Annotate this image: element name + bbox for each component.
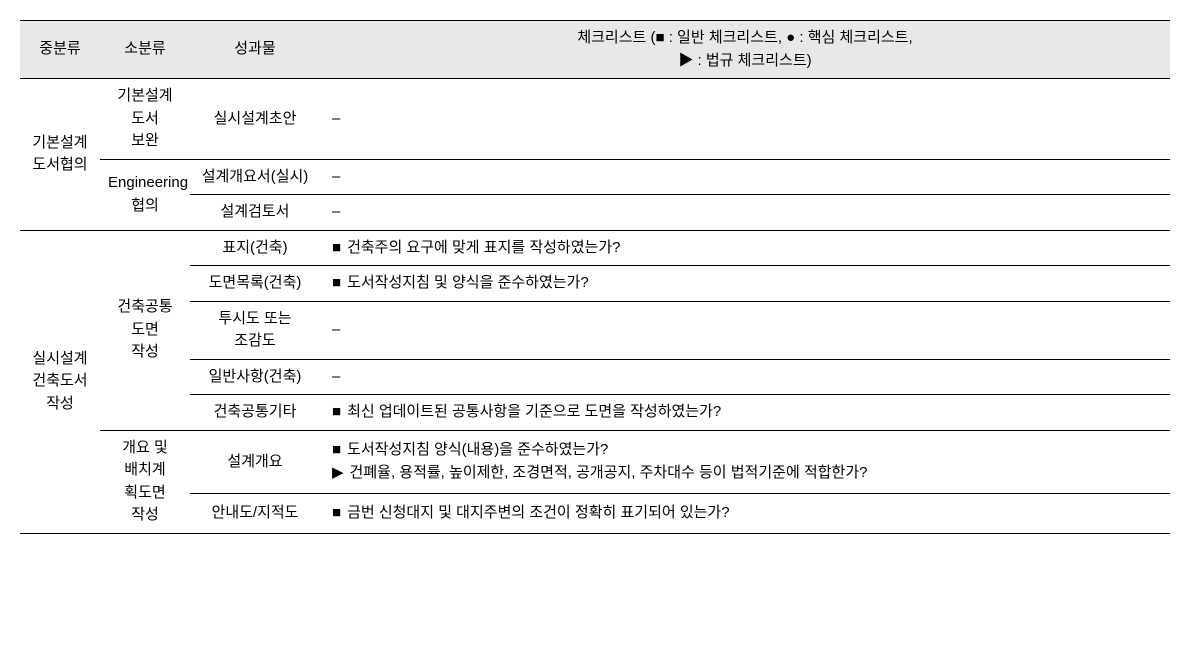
output-cell: 설계개요 bbox=[190, 430, 320, 494]
check-item: ▶ 건폐율, 용적률, 높이제한, 조경면적, 공개공지, 주차대수 등이 법적… bbox=[332, 462, 1162, 485]
table-row: 안내도/지적도 ■ 금번 신청대지 및 대지주변의 조건이 정확히 표기되어 있… bbox=[20, 494, 1170, 533]
check-text: 최신 업데이트된 공통사항을 기준으로 도면을 작성하였는가? bbox=[347, 401, 1162, 424]
check-text: 금번 신청대지 및 대지주변의 조건이 정확히 표기되어 있는가? bbox=[347, 502, 1162, 525]
check-cell: ■ 최신 업데이트된 공통사항을 기준으로 도면을 작성하였는가? bbox=[320, 395, 1170, 431]
output-cell: 설계검토서 bbox=[190, 195, 320, 231]
checklist-table: 중분류 소분류 성과물 체크리스트 (■ : 일반 체크리스트, ● : 핵심 … bbox=[20, 20, 1170, 534]
sub-cell: 개요 및 배치계 획도면 작성 bbox=[100, 430, 190, 533]
square-marker-icon: ■ bbox=[332, 401, 341, 424]
check-text: 건폐율, 용적률, 높이제한, 조경면적, 공개공지, 주차대수 등이 법적기준… bbox=[350, 462, 1162, 485]
header-output: 성과물 bbox=[190, 21, 320, 79]
check-cell: – bbox=[320, 359, 1170, 395]
header-row: 중분류 소분류 성과물 체크리스트 (■ : 일반 체크리스트, ● : 핵심 … bbox=[20, 21, 1170, 79]
table-row: 건축공통기타 ■ 최신 업데이트된 공통사항을 기준으로 도면을 작성하였는가? bbox=[20, 395, 1170, 431]
header-check: 체크리스트 (■ : 일반 체크리스트, ● : 핵심 체크리스트, ▶ : 법… bbox=[320, 21, 1170, 79]
check-item: ■ 금번 신청대지 및 대지주변의 조건이 정확히 표기되어 있는가? bbox=[332, 502, 1162, 525]
table-row: 투시도 또는 조감도 – bbox=[20, 301, 1170, 359]
square-marker-icon: ■ bbox=[332, 439, 341, 462]
header-sub: 소분류 bbox=[100, 21, 190, 79]
table-row: 실시설계 건축도서 작성 건축공통 도면 작성 표지(건축) ■ 건축주의 요구… bbox=[20, 230, 1170, 266]
check-text: 건축주의 요구에 맞게 표지를 작성하였는가? bbox=[347, 237, 1162, 260]
output-cell: 투시도 또는 조감도 bbox=[190, 301, 320, 359]
mid-cell: 실시설계 건축도서 작성 bbox=[20, 230, 100, 533]
output-cell: 건축공통기타 bbox=[190, 395, 320, 431]
output-cell: 표지(건축) bbox=[190, 230, 320, 266]
square-marker-icon: ■ bbox=[332, 237, 341, 260]
sub-cell: 기본설계 도서 보완 bbox=[100, 79, 190, 160]
check-cell: – bbox=[320, 301, 1170, 359]
output-cell: 일반사항(건축) bbox=[190, 359, 320, 395]
table-row: 설계검토서 – bbox=[20, 195, 1170, 231]
check-cell: – bbox=[320, 79, 1170, 160]
check-text: 도서작성지침 양식(내용)을 준수하였는가? bbox=[347, 439, 1162, 462]
check-item: ■ 도서작성지침 양식(내용)을 준수하였는가? bbox=[332, 439, 1162, 462]
header-mid: 중분류 bbox=[20, 21, 100, 79]
check-cell: – bbox=[320, 159, 1170, 195]
check-cell: ■ 도서작성지침 및 양식을 준수하였는가? bbox=[320, 266, 1170, 302]
triangle-marker-icon: ▶ bbox=[332, 462, 344, 485]
sub-cell: Engineering 협의 bbox=[100, 159, 190, 230]
mid-cell: 기본설계도서협의 bbox=[20, 79, 100, 231]
check-cell: ■ 건축주의 요구에 맞게 표지를 작성하였는가? bbox=[320, 230, 1170, 266]
check-text: 도서작성지침 및 양식을 준수하였는가? bbox=[347, 272, 1162, 295]
output-cell: 실시설계초안 bbox=[190, 79, 320, 160]
output-cell: 설계개요서(실시) bbox=[190, 159, 320, 195]
check-cell: ■ 도서작성지침 양식(내용)을 준수하였는가? ▶ 건폐율, 용적률, 높이제… bbox=[320, 430, 1170, 494]
table-row: 개요 및 배치계 획도면 작성 설계개요 ■ 도서작성지침 양식(내용)을 준수… bbox=[20, 430, 1170, 494]
square-marker-icon: ■ bbox=[332, 502, 341, 525]
output-cell: 도면목록(건축) bbox=[190, 266, 320, 302]
table-row: Engineering 협의 설계개요서(실시) – bbox=[20, 159, 1170, 195]
check-item: ■ 도서작성지침 및 양식을 준수하였는가? bbox=[332, 272, 1162, 295]
table-row: 일반사항(건축) – bbox=[20, 359, 1170, 395]
check-cell: – bbox=[320, 195, 1170, 231]
output-cell: 안내도/지적도 bbox=[190, 494, 320, 533]
sub-cell: 건축공통 도면 작성 bbox=[100, 230, 190, 430]
square-marker-icon: ■ bbox=[332, 272, 341, 295]
table-row: 도면목록(건축) ■ 도서작성지침 및 양식을 준수하였는가? bbox=[20, 266, 1170, 302]
check-item: ■ 건축주의 요구에 맞게 표지를 작성하였는가? bbox=[332, 237, 1162, 260]
check-cell: ■ 금번 신청대지 및 대지주변의 조건이 정확히 표기되어 있는가? bbox=[320, 494, 1170, 533]
check-item: ■ 최신 업데이트된 공통사항을 기준으로 도면을 작성하였는가? bbox=[332, 401, 1162, 424]
table-row: 기본설계도서협의 기본설계 도서 보완 실시설계초안 – bbox=[20, 79, 1170, 160]
